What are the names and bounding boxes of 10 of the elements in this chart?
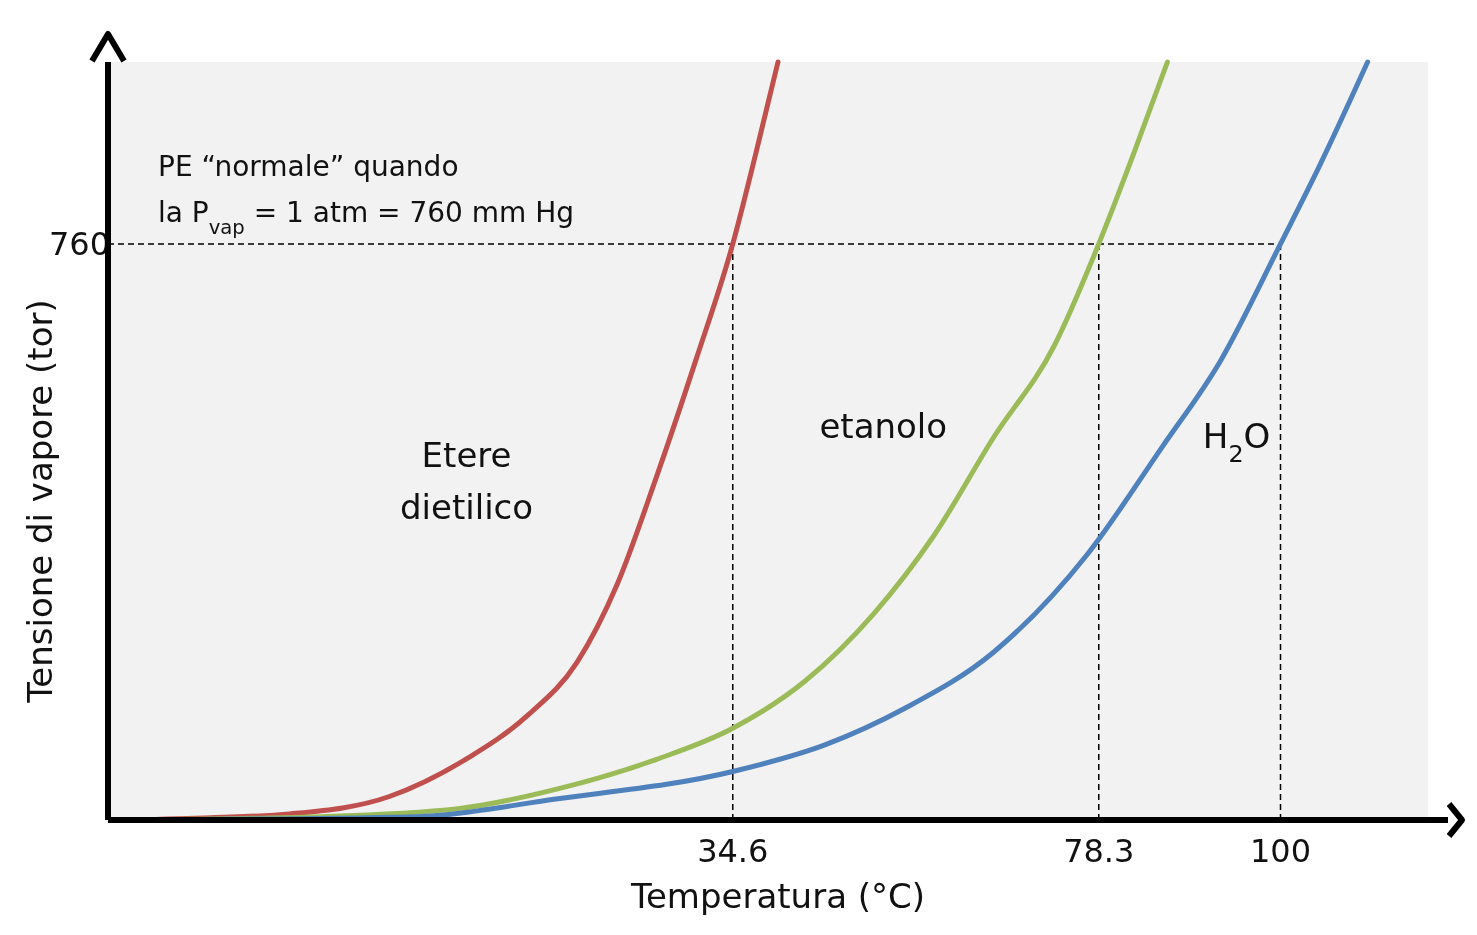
annotation: la P$_{vap}$ = 1 atm = 760 mm Hg [158, 196, 575, 239]
y-axis-title: Tensione di vapore (tor) [20, 299, 60, 704]
text: Etere dietilico [400, 434, 534, 527]
series-label: etanolo [819, 405, 948, 446]
x-axis-title: Temperatura (°C) [629, 876, 926, 916]
x-tick-label: 78.3 [1063, 832, 1135, 870]
series-label: H$_{2}$O [1202, 415, 1271, 468]
x-tick-label: 34.6 [697, 832, 769, 870]
annotation: PE “normale” quando [158, 150, 459, 183]
x-tick-label: 100 [1249, 832, 1312, 870]
